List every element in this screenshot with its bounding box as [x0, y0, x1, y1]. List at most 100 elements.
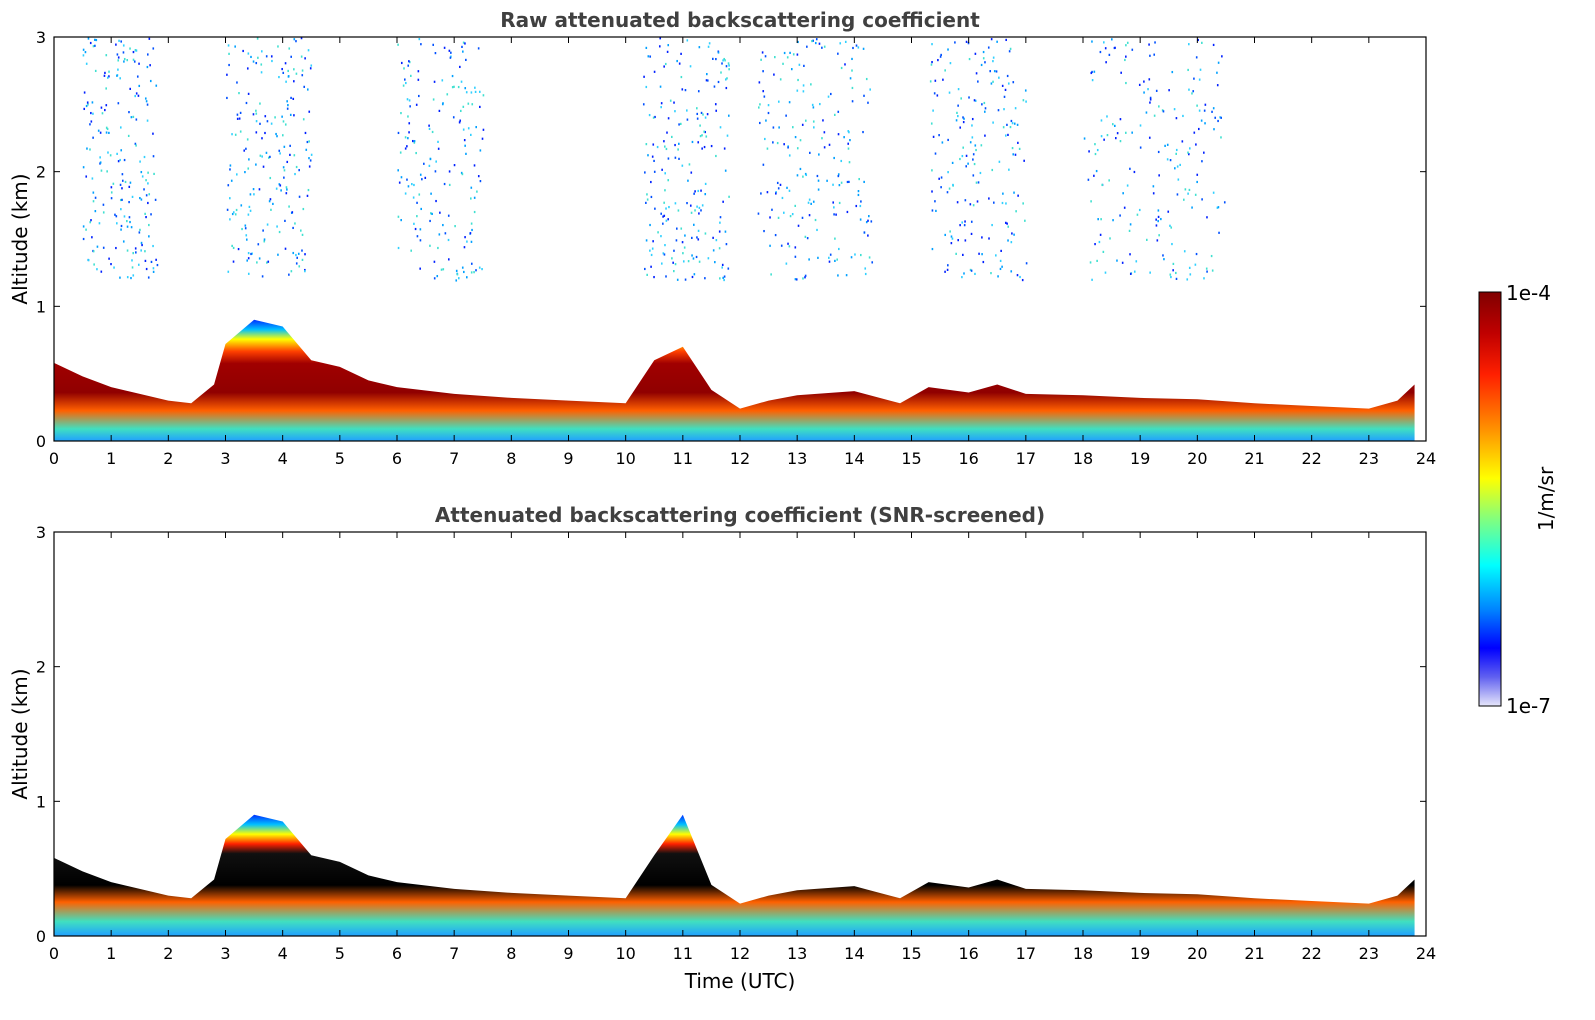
noise-speck — [1164, 144, 1166, 147]
noise-speck — [697, 238, 700, 241]
x-tick-label: 4 — [278, 449, 288, 468]
noise-speck — [417, 70, 420, 73]
noise-speck — [253, 193, 255, 196]
noise-speck — [86, 147, 88, 150]
noise-speck — [1119, 118, 1122, 121]
noise-speck — [719, 277, 721, 280]
noise-speck — [934, 200, 936, 203]
noise-speck — [1138, 208, 1141, 212]
noise-speck — [705, 135, 708, 138]
noise-speck — [727, 62, 730, 65]
noise-speck — [650, 265, 652, 268]
noise-speck — [109, 154, 112, 157]
y-tick-label: 3 — [36, 28, 46, 47]
noise-speck — [290, 270, 293, 273]
noise-speck — [1111, 123, 1114, 126]
noise-speck — [1106, 133, 1109, 137]
noise-speck — [983, 110, 986, 113]
noise-speck — [1155, 89, 1158, 92]
noise-speck — [477, 47, 480, 50]
noise-speck — [666, 131, 668, 134]
noise-speck — [269, 198, 272, 201]
noise-speck — [278, 230, 281, 234]
noise-speck — [682, 252, 684, 255]
noise-speck — [455, 279, 458, 282]
noise-speck — [1213, 128, 1215, 131]
noise-speck — [1102, 250, 1105, 254]
noise-speck — [258, 188, 261, 191]
noise-speck — [1131, 131, 1133, 134]
noise-speck — [132, 115, 135, 118]
noise-speck — [677, 148, 679, 151]
noise-speck — [428, 164, 431, 167]
noise-speck — [446, 93, 449, 96]
noise-speck — [443, 46, 446, 49]
noise-speck — [1194, 193, 1197, 196]
noise-speck — [929, 80, 932, 83]
noise-speck — [1022, 99, 1025, 102]
noise-speck — [434, 52, 437, 55]
noise-speck — [282, 120, 285, 123]
noise-speck — [156, 263, 159, 267]
noise-speck — [82, 48, 85, 51]
noise-speck — [428, 127, 431, 131]
noise-speck — [659, 37, 662, 40]
noise-speck — [131, 259, 133, 262]
noise-speck — [96, 268, 98, 271]
noise-speck — [92, 136, 94, 139]
noise-speck — [1143, 80, 1145, 83]
noise-speck — [713, 85, 716, 88]
noise-speck — [459, 109, 462, 113]
noise-speck — [931, 190, 933, 193]
noise-speck — [1212, 191, 1215, 194]
noise-speck — [764, 137, 766, 141]
noise-speck — [667, 179, 670, 182]
noise-speck — [255, 112, 258, 115]
noise-speck — [308, 157, 310, 160]
noise-speck — [268, 200, 271, 203]
noise-speck — [1168, 89, 1170, 92]
noise-speck — [1125, 55, 1127, 58]
noise-speck — [465, 58, 467, 62]
noise-speck — [461, 173, 464, 176]
noise-speck — [412, 196, 415, 199]
noise-speck — [448, 183, 451, 187]
noise-speck — [292, 226, 294, 230]
noise-speck — [105, 104, 108, 107]
noise-speck — [690, 171, 693, 174]
noise-speck — [1187, 151, 1189, 154]
noise-speck — [138, 62, 140, 65]
noise-speck — [1116, 132, 1119, 135]
noise-speck — [462, 105, 465, 108]
noise-speck — [82, 54, 85, 57]
noise-speck — [1121, 261, 1124, 264]
noise-speck — [408, 131, 410, 134]
noise-speck — [462, 41, 465, 44]
noise-speck — [406, 178, 408, 181]
noise-speck — [146, 65, 149, 69]
noise-speck — [85, 62, 88, 65]
noise-speck — [404, 192, 407, 195]
noise-speck — [652, 143, 655, 146]
noise-speck — [90, 111, 92, 115]
noise-speck — [967, 162, 969, 165]
noise-speck — [727, 114, 730, 117]
noise-speck — [653, 159, 655, 163]
noise-speck — [292, 97, 295, 101]
noise-speck — [1094, 152, 1097, 156]
noise-speck — [119, 276, 121, 279]
noise-speck — [116, 222, 118, 225]
noise-speck — [821, 46, 823, 49]
noise-speck — [301, 69, 304, 72]
noise-speck — [232, 211, 235, 214]
noise-speck — [415, 151, 417, 155]
noise-speck — [654, 115, 656, 119]
noise-speck — [307, 188, 310, 192]
noise-speck — [467, 127, 470, 130]
noise-speck — [154, 198, 157, 201]
noise-speck — [849, 139, 851, 142]
noise-speck — [704, 232, 707, 235]
noise-speck — [951, 237, 954, 240]
noise-speck — [1017, 141, 1019, 144]
noise-speck — [826, 179, 828, 182]
